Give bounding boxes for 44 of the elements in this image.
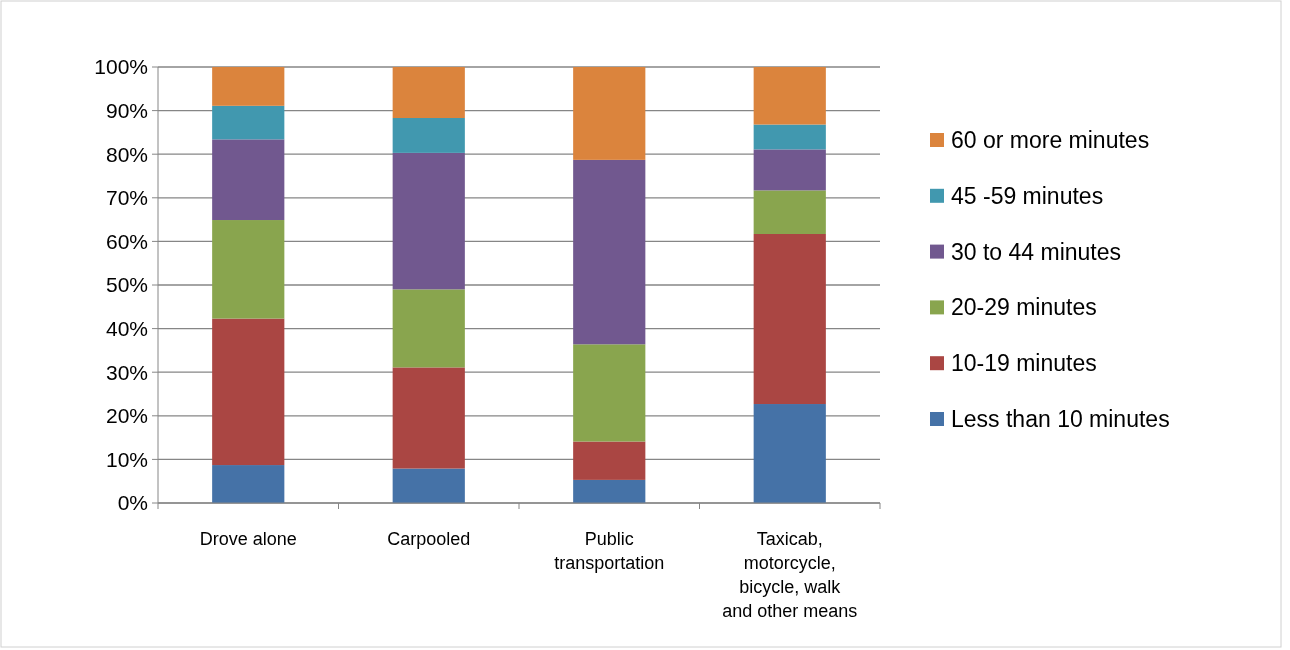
x-tick-label: Public transportation: [554, 529, 665, 573]
x-tick-label: Drove alone: [199, 529, 297, 549]
y-tick-label: 60%: [105, 229, 148, 253]
x-tick-label: Taxicab, motorcycle, bicycle, walk and other means: [722, 529, 858, 621]
x-tick-label: Carpooled: [387, 529, 471, 549]
bar: [392, 367, 465, 469]
bar: [212, 67, 285, 106]
bar: [392, 289, 465, 368]
bar: [573, 441, 646, 480]
y-tick-label: 70%: [105, 186, 148, 210]
y-tick-label: 0%: [117, 491, 148, 515]
legend-label: 30 to 44 minutes: [951, 238, 1122, 265]
y-tick-label: 20%: [105, 404, 148, 428]
bar: [573, 344, 646, 442]
bar: [212, 465, 285, 503]
bar: [573, 479, 646, 503]
bar: [212, 318, 285, 466]
bar: [753, 233, 826, 405]
bar: [573, 67, 646, 160]
y-tick-label: 50%: [105, 273, 148, 297]
legend-label: 45 -59 minutes: [951, 182, 1104, 209]
bar: [753, 190, 826, 234]
bar: [392, 468, 465, 503]
y-tick-label: 100%: [94, 55, 148, 79]
bar: [212, 220, 285, 319]
y-tick-label: 40%: [105, 316, 148, 340]
bar: [212, 105, 285, 140]
legend-label: 20-29 minutes: [951, 294, 1097, 321]
bar: [392, 67, 465, 119]
bar: [392, 152, 465, 290]
legend-label: 60 or more minutes: [951, 127, 1150, 154]
bar: [212, 139, 285, 221]
y-tick-label: 30%: [105, 360, 148, 384]
bar: [573, 159, 646, 345]
legend-label: Less than 10 minutes: [951, 406, 1170, 433]
bar: [753, 124, 826, 150]
y-tick-label: 80%: [105, 142, 148, 166]
y-tick-label: 90%: [105, 98, 148, 122]
bar: [753, 149, 826, 191]
bar: [753, 67, 826, 125]
bar: [753, 404, 826, 503]
legend-label: 10-19 minutes: [951, 350, 1097, 377]
bar: [392, 118, 465, 153]
y-tick-label: 10%: [105, 447, 148, 471]
